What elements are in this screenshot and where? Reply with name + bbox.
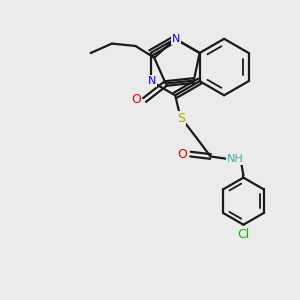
Text: Cl: Cl — [237, 228, 250, 241]
Text: N: N — [148, 76, 156, 86]
Text: S: S — [177, 112, 185, 125]
Text: NH: NH — [227, 154, 244, 164]
Text: N: N — [172, 34, 181, 44]
Text: O: O — [177, 148, 187, 160]
Text: O: O — [131, 94, 141, 106]
